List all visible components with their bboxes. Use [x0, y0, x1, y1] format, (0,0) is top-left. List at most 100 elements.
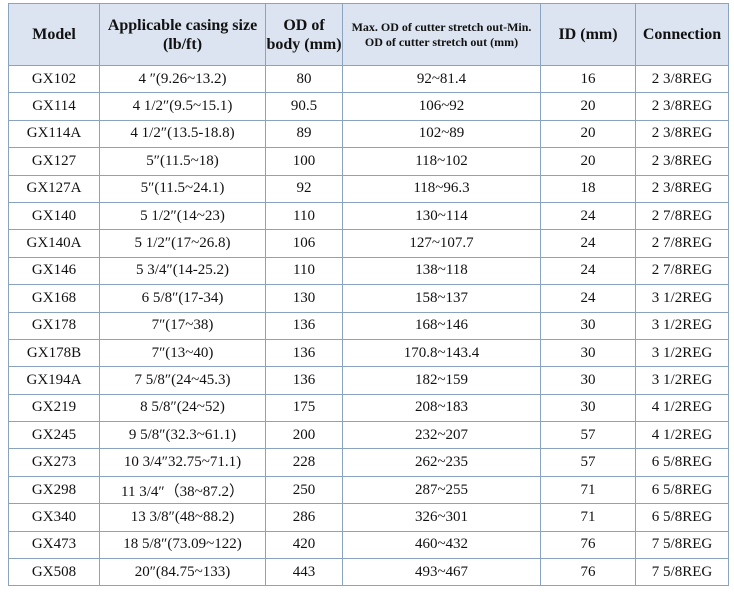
table-row: GX114A 4 1/2″(13.5-18.8) 89 102~89 20 2 3/8RE…: [8, 119, 729, 149]
cell-od-of-body: 443: [265, 558, 343, 587]
cell-id: 71: [540, 475, 636, 505]
cell-cutter-od-range: 182~159: [342, 366, 541, 395]
cell-cutter-od-range: 287~255: [342, 475, 541, 505]
cell-cutter-od-range: 208~183: [342, 393, 541, 423]
cell-model: GX102: [8, 64, 100, 94]
cell-casing-size: 11 3/4″（38~87.2）: [99, 475, 266, 505]
header-cutter-od-range: Max. OD of cutter stretch out-Min. OD of…: [342, 3, 541, 66]
cell-od-of-body: 286: [265, 503, 343, 532]
table-row: GX114 4 1/2″(9.5~15.1) 90.5 106~92 20 2 3/8RE…: [8, 92, 729, 121]
cell-cutter-od-range: 102~89: [342, 119, 541, 149]
cell-od-of-body: 90.5: [265, 92, 343, 121]
cell-connection: 7 5/8REG: [635, 558, 729, 587]
cell-casing-size: 5 1/2″(17~26.8): [99, 229, 266, 258]
cell-connection: 7 5/8REG: [635, 530, 729, 560]
cell-cutter-od-range: 493~467: [342, 558, 541, 587]
cell-id: 20: [540, 92, 636, 121]
cell-model: GX140: [8, 201, 100, 231]
table-body: GX102 4 ″(9.26~13.2) 80 92~81.4 16 2 3/8REG GX…: [8, 64, 729, 587]
cell-od-of-body: 106: [265, 229, 343, 258]
cell-casing-size: 18 5/8″(73.09~122): [99, 530, 266, 560]
cell-id: 76: [540, 558, 636, 587]
cell-connection: 6 5/8REG: [635, 448, 729, 477]
cell-model: GX178: [8, 311, 100, 340]
cell-casing-size: 13 3/8″(48~88.2): [99, 503, 266, 532]
cell-casing-size: 4 ″(9.26~13.2): [99, 64, 266, 94]
cell-model: GX127A: [8, 174, 100, 203]
cell-connection: 3 1/2REG: [635, 311, 729, 340]
cell-od-of-body: 80: [265, 64, 343, 94]
cell-id: 30: [540, 338, 636, 368]
cell-od-of-body: 92: [265, 174, 343, 203]
cell-id: 30: [540, 311, 636, 340]
cell-id: 24: [540, 229, 636, 258]
table-row: GX245 9 5/8″(32.3~61.1) 200 232~207 57 4 1/2R…: [8, 421, 729, 450]
table-row: GX178 7″(17~38) 136 168~146 30 3 1/2REG: [8, 311, 729, 340]
cell-connection: 4 1/2REG: [635, 421, 729, 450]
table-row: GX219 8 5/8″(24~52) 175 208~183 30 4 1/2REG: [8, 393, 729, 423]
cell-connection: 3 1/2REG: [635, 338, 729, 368]
cell-model: GX473: [8, 530, 100, 560]
cell-cutter-od-range: 127~107.7: [342, 229, 541, 258]
cell-connection: 2 3/8REG: [635, 119, 729, 149]
cell-id: 30: [540, 393, 636, 423]
specifications-table: Model Applicable casing size (lb/ft) OD …: [8, 3, 729, 587]
cell-cutter-od-range: 118~102: [342, 147, 541, 176]
table-row: GX298 11 3/4″（38~87.2） 250 287~255 71 6 5/8RE…: [8, 475, 729, 505]
cell-model: GX146: [8, 256, 100, 286]
cell-model: GX140A: [8, 229, 100, 258]
cell-od-of-body: 100: [265, 147, 343, 176]
cell-id: 18: [540, 174, 636, 203]
cell-casing-size: 7″(17~38): [99, 311, 266, 340]
cell-id: 20: [540, 119, 636, 149]
cell-od-of-body: 136: [265, 338, 343, 368]
cell-model: GX219: [8, 393, 100, 423]
table-container: Model Applicable casing size (lb/ft) OD …: [8, 3, 729, 587]
cell-od-of-body: 110: [265, 201, 343, 231]
table-row: GX508 20″(84.75~133) 443 493~467 76 7 5/8REG: [8, 558, 729, 587]
cell-connection: 6 5/8REG: [635, 503, 729, 532]
cell-casing-size: 7 5/8″(24~45.3): [99, 366, 266, 395]
cell-od-of-body: 228: [265, 448, 343, 477]
cell-od-of-body: 110: [265, 256, 343, 286]
cell-connection: 2 3/8REG: [635, 147, 729, 176]
table-row: GX340 13 3/8″(48~88.2) 286 326~301 71 6 5/8RE…: [8, 503, 729, 532]
cell-cutter-od-range: 326~301: [342, 503, 541, 532]
cell-casing-size: 7″(13~40): [99, 338, 266, 368]
cell-od-of-body: 250: [265, 475, 343, 505]
cell-od-of-body: 89: [265, 119, 343, 149]
cell-cutter-od-range: 118~96.3: [342, 174, 541, 203]
table-row: GX146 5 3/4″(14-25.2) 110 138~118 24 2 7/8REG: [8, 256, 729, 286]
cell-cutter-od-range: 158~137: [342, 284, 541, 313]
cell-id: 16: [540, 64, 636, 94]
table-header: Model Applicable casing size (lb/ft) OD …: [8, 3, 729, 66]
header-id: ID (mm): [540, 3, 636, 66]
table-row: GX127 5″(11.5~18) 100 118~102 20 2 3/8REG: [8, 147, 729, 176]
cell-id: 24: [540, 201, 636, 231]
cell-model: GX114A: [8, 119, 100, 149]
table-row: GX140A 5 1/2″(17~26.8) 106 127~107.7 24 2 7/8…: [8, 229, 729, 258]
cell-casing-size: 5″(11.5~24.1): [99, 174, 266, 203]
cell-id: 30: [540, 366, 636, 395]
cell-connection: 3 1/2REG: [635, 366, 729, 395]
table-row: GX127A 5″(11.5~24.1) 92 118~96.3 18 2 3/8REG: [8, 174, 729, 203]
cell-casing-size: 10 3/4″32.75~71.1): [99, 448, 266, 477]
table-row: GX178B 7″(13~40) 136 170.8~143.4 30 3 1/2REG: [8, 338, 729, 368]
table-row: GX473 18 5/8″(73.09~122) 420 460~432 76 7 5/8…: [8, 530, 729, 560]
cell-model: GX245: [8, 421, 100, 450]
cell-model: GX114: [8, 92, 100, 121]
cell-id: 76: [540, 530, 636, 560]
cell-connection: 4 1/2REG: [635, 393, 729, 423]
header-row: Model Applicable casing size (lb/ft) OD …: [8, 3, 729, 66]
cell-connection: 2 7/8REG: [635, 229, 729, 258]
table-row: GX194A 7 5/8″(24~45.3) 136 182~159 30 3 1/2RE…: [8, 366, 729, 395]
cell-od-of-body: 175: [265, 393, 343, 423]
cell-id: 24: [540, 284, 636, 313]
table-row: GX168 6 5/8″(17-34) 130 158~137 24 3 1/2REG: [8, 284, 729, 313]
cell-casing-size: 9 5/8″(32.3~61.1): [99, 421, 266, 450]
cell-cutter-od-range: 130~114: [342, 201, 541, 231]
cell-cutter-od-range: 138~118: [342, 256, 541, 286]
cell-od-of-body: 136: [265, 311, 343, 340]
cell-od-of-body: 420: [265, 530, 343, 560]
table-row: GX273 10 3/4″32.75~71.1) 228 262~235 57 6 5/8…: [8, 448, 729, 477]
